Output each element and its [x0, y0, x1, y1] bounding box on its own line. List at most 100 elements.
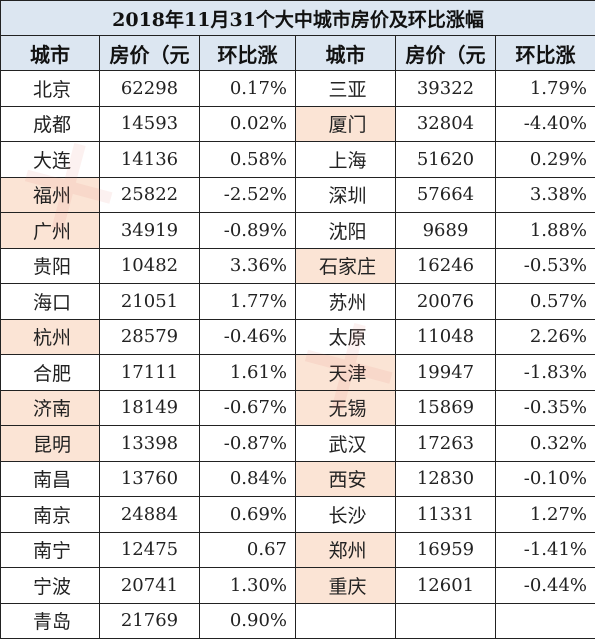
header-price-right[interactable]: 房价（元 — [396, 36, 496, 71]
change-cell[interactable]: -0.53% — [496, 248, 595, 284]
change-cell[interactable]: 0.69% — [200, 497, 296, 533]
change-cell[interactable]: 0.84% — [200, 461, 296, 497]
city-cell[interactable]: 广州 — [1, 213, 100, 249]
city-cell[interactable]: 天津 — [296, 355, 396, 391]
city-cell[interactable]: 郑州 — [296, 532, 396, 568]
city-cell[interactable]: 贵阳 — [1, 248, 100, 284]
change-cell[interactable]: -4.40% — [496, 106, 595, 142]
change-cell[interactable] — [496, 603, 595, 639]
city-cell[interactable]: 上海 — [296, 142, 396, 178]
price-cell[interactable]: 57664 — [396, 177, 496, 213]
change-cell[interactable]: 2.26% — [496, 319, 595, 355]
price-cell[interactable]: 17263 — [396, 426, 496, 462]
change-cell[interactable]: -0.35% — [496, 390, 595, 426]
price-cell[interactable]: 14136 — [100, 142, 200, 178]
price-cell[interactable]: 12475 — [100, 532, 200, 568]
change-cell[interactable]: 0.02% — [200, 106, 296, 142]
change-cell[interactable]: 0.58% — [200, 142, 296, 178]
change-cell[interactable]: -0.46% — [200, 319, 296, 355]
header-price-left[interactable]: 房价（元 — [100, 36, 200, 71]
price-cell[interactable]: 24884 — [100, 497, 200, 533]
change-cell[interactable]: -1.41% — [496, 532, 595, 568]
change-cell[interactable]: 0.32% — [496, 426, 595, 462]
price-cell[interactable]: 18149 — [100, 390, 200, 426]
change-cell[interactable]: 0.57% — [496, 284, 595, 320]
city-cell[interactable]: 宁波 — [1, 568, 100, 604]
price-cell[interactable]: 13760 — [100, 461, 200, 497]
header-city-left[interactable]: 城市 — [1, 36, 100, 71]
price-cell[interactable]: 28579 — [100, 319, 200, 355]
price-cell[interactable]: 20076 — [396, 284, 496, 320]
price-cell[interactable]: 12830 — [396, 461, 496, 497]
price-cell[interactable]: 13398 — [100, 426, 200, 462]
city-cell[interactable]: 武汉 — [296, 426, 396, 462]
price-cell[interactable]: 34919 — [100, 213, 200, 249]
price-cell[interactable]: 51620 — [396, 142, 496, 178]
city-cell[interactable]: 厦门 — [296, 106, 396, 142]
price-cell[interactable]: 20741 — [100, 568, 200, 604]
header-change-left[interactable]: 环比涨 — [200, 36, 296, 71]
change-cell[interactable]: -0.44% — [496, 568, 595, 604]
price-cell[interactable]: 11048 — [396, 319, 496, 355]
city-cell[interactable]: 长沙 — [296, 497, 396, 533]
change-cell[interactable]: 0.90% — [200, 603, 296, 639]
price-cell[interactable]: 9689 — [396, 213, 496, 249]
change-cell[interactable]: 1.27% — [496, 497, 595, 533]
city-cell[interactable]: 合肥 — [1, 355, 100, 391]
header-change-right[interactable]: 环比涨 — [496, 36, 595, 71]
city-cell[interactable]: 太原 — [296, 319, 396, 355]
price-cell[interactable] — [396, 603, 496, 639]
city-cell[interactable]: 昆明 — [1, 426, 100, 462]
city-cell[interactable]: 济南 — [1, 390, 100, 426]
change-cell[interactable]: -1.83% — [496, 355, 595, 391]
price-cell[interactable]: 62298 — [100, 71, 200, 107]
header-city-right[interactable]: 城市 — [296, 36, 396, 71]
price-cell[interactable]: 17111 — [100, 355, 200, 391]
city-cell[interactable]: 石家庄 — [296, 248, 396, 284]
price-cell[interactable]: 10482 — [100, 248, 200, 284]
change-cell[interactable]: -0.67% — [200, 390, 296, 426]
price-cell[interactable]: 19947 — [396, 355, 496, 391]
change-cell[interactable]: 0.67 — [200, 532, 296, 568]
change-cell[interactable]: 1.30% — [200, 568, 296, 604]
change-cell[interactable]: -0.10% — [496, 461, 595, 497]
price-cell[interactable]: 25822 — [100, 177, 200, 213]
change-cell[interactable]: -0.89% — [200, 213, 296, 249]
city-cell[interactable]: 深圳 — [296, 177, 396, 213]
change-cell[interactable]: 0.29% — [496, 142, 595, 178]
city-cell[interactable]: 青岛 — [1, 603, 100, 639]
price-cell[interactable]: 15869 — [396, 390, 496, 426]
change-cell[interactable]: 0.17% — [200, 71, 296, 107]
city-cell[interactable]: 福州 — [1, 177, 100, 213]
change-cell[interactable]: 3.38% — [496, 177, 595, 213]
price-cell[interactable]: 11331 — [396, 497, 496, 533]
price-cell[interactable]: 39322 — [396, 71, 496, 107]
change-cell[interactable]: -2.52% — [200, 177, 296, 213]
city-cell[interactable]: 无锡 — [296, 390, 396, 426]
city-cell[interactable] — [296, 603, 396, 639]
price-cell[interactable]: 14593 — [100, 106, 200, 142]
price-cell[interactable]: 16246 — [396, 248, 496, 284]
city-cell[interactable]: 西安 — [296, 461, 396, 497]
city-cell[interactable]: 南京 — [1, 497, 100, 533]
table-title[interactable]: 2018年11月31个大中城市房价及环比涨幅 — [1, 1, 595, 36]
change-cell[interactable]: 3.36% — [200, 248, 296, 284]
price-cell[interactable]: 32804 — [396, 106, 496, 142]
city-cell[interactable]: 重庆 — [296, 568, 396, 604]
city-cell[interactable]: 苏州 — [296, 284, 396, 320]
change-cell[interactable]: 1.61% — [200, 355, 296, 391]
change-cell[interactable]: 1.79% — [496, 71, 595, 107]
change-cell[interactable]: -0.87% — [200, 426, 296, 462]
city-cell[interactable]: 南宁 — [1, 532, 100, 568]
change-cell[interactable]: 1.88% — [496, 213, 595, 249]
city-cell[interactable]: 大连 — [1, 142, 100, 178]
city-cell[interactable]: 南昌 — [1, 461, 100, 497]
change-cell[interactable]: 1.77% — [200, 284, 296, 320]
price-cell[interactable]: 21769 — [100, 603, 200, 639]
price-cell[interactable]: 21051 — [100, 284, 200, 320]
city-cell[interactable]: 北京 — [1, 71, 100, 107]
city-cell[interactable]: 三亚 — [296, 71, 396, 107]
price-cell[interactable]: 12601 — [396, 568, 496, 604]
city-cell[interactable]: 沈阳 — [296, 213, 396, 249]
city-cell[interactable]: 杭州 — [1, 319, 100, 355]
